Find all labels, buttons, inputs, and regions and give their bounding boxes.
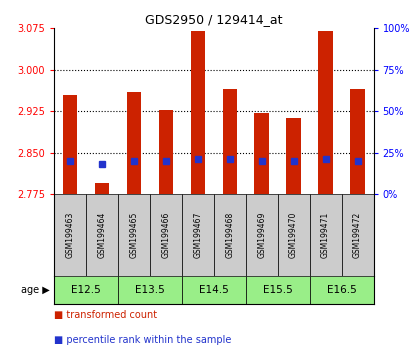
Text: ■ percentile rank within the sample: ■ percentile rank within the sample [54, 335, 231, 345]
Bar [342, 194, 374, 276]
Bar [254, 113, 269, 194]
Bar [54, 194, 86, 276]
Bar [86, 194, 118, 276]
Bar [350, 89, 365, 194]
Bar [214, 194, 246, 276]
Bar [190, 31, 205, 194]
Text: GSM199464: GSM199464 [98, 212, 106, 258]
Bar [310, 194, 342, 276]
Bar [286, 118, 301, 194]
Bar [63, 95, 77, 194]
Text: GSM199471: GSM199471 [321, 212, 330, 258]
Bar [222, 89, 237, 194]
Text: GSM199467: GSM199467 [193, 212, 202, 258]
Bar [127, 92, 141, 194]
Bar [54, 276, 118, 304]
Text: GSM199472: GSM199472 [353, 212, 362, 258]
Text: GSM199465: GSM199465 [129, 212, 138, 258]
Text: age ▶: age ▶ [21, 285, 50, 295]
Bar [118, 194, 150, 276]
Bar [95, 183, 109, 194]
Bar [246, 194, 278, 276]
Text: E15.5: E15.5 [263, 285, 293, 295]
Bar [310, 276, 374, 304]
Bar [318, 31, 333, 194]
Text: GSM199466: GSM199466 [161, 212, 170, 258]
Bar [182, 276, 246, 304]
Bar [182, 194, 214, 276]
Text: GSM199468: GSM199468 [225, 212, 234, 258]
Bar [246, 276, 310, 304]
Text: E14.5: E14.5 [199, 285, 229, 295]
Text: GSM199469: GSM199469 [257, 212, 266, 258]
Bar [278, 194, 310, 276]
Text: E12.5: E12.5 [71, 285, 101, 295]
Text: ■ transformed count: ■ transformed count [54, 310, 157, 320]
Text: GSM199463: GSM199463 [66, 212, 74, 258]
Bar [118, 276, 182, 304]
Text: E16.5: E16.5 [327, 285, 356, 295]
Text: E13.5: E13.5 [135, 285, 165, 295]
Bar [150, 194, 182, 276]
Text: GSM199470: GSM199470 [289, 212, 298, 258]
Title: GDS2950 / 129414_at: GDS2950 / 129414_at [145, 13, 283, 26]
Bar [159, 109, 173, 194]
